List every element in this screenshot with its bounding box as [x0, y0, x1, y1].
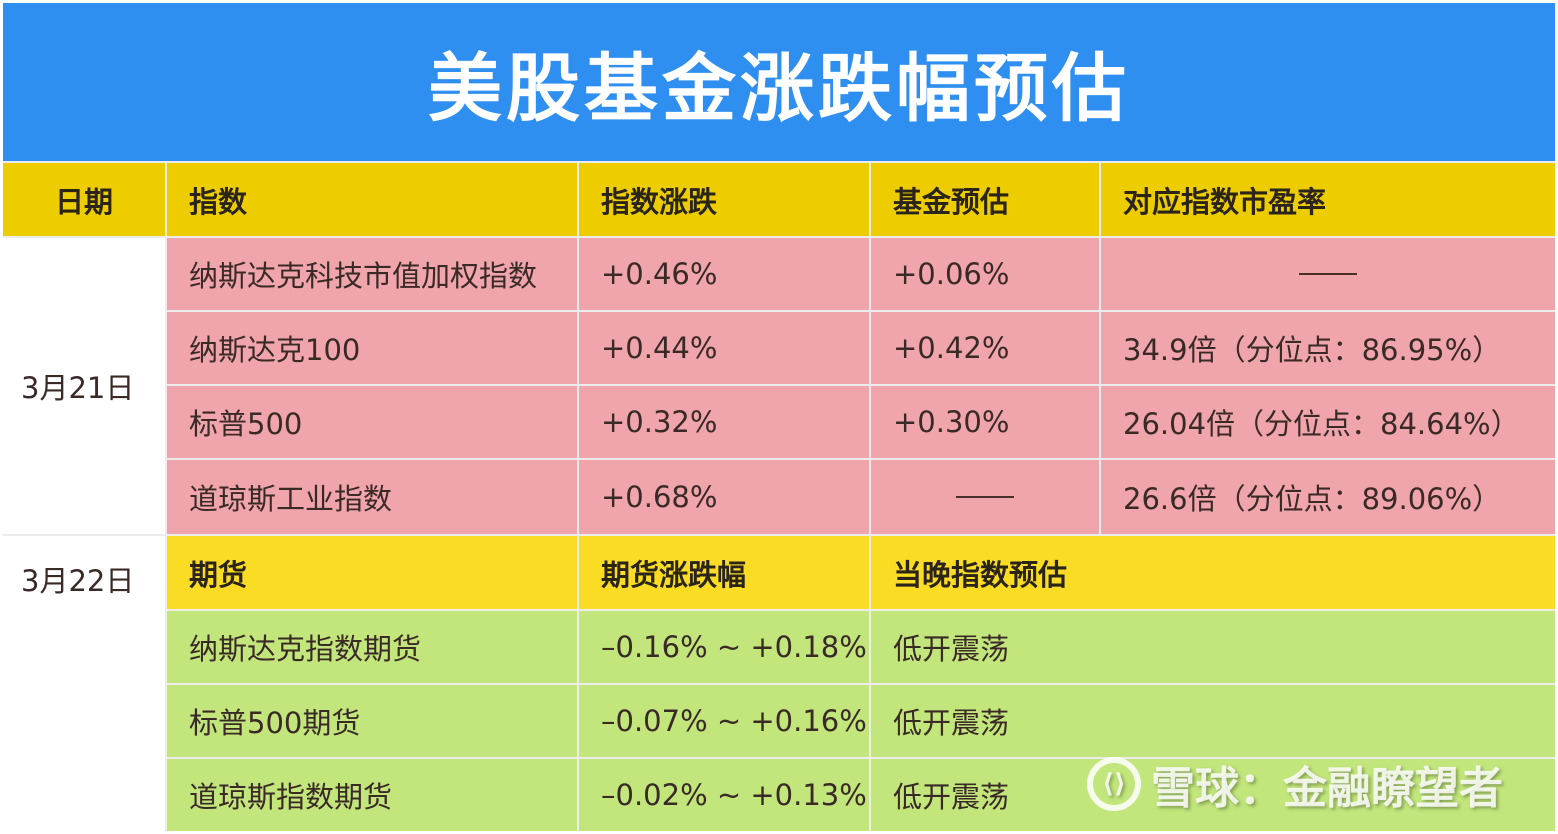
future-name: 标普500期货 [167, 685, 577, 757]
index-change: +0.46% [579, 238, 869, 310]
dash-icon [956, 496, 1014, 498]
fund-estimate: +0.30% [871, 386, 1099, 458]
page-title: 美股基金涨跌幅预估 [428, 45, 1130, 132]
index-change: +0.32% [579, 386, 869, 458]
estimate-table: 美股基金涨跌幅预估 日期 指数 指数涨跌 基金预估 对应指数市盈率 3月21日 … [3, 3, 1555, 831]
header-pe-ratio: 对应指数市盈率 [1101, 163, 1555, 236]
date-cell-2: 3月22日 [3, 536, 165, 831]
header-fund-estimate: 基金预估 [871, 163, 1099, 236]
fund-estimate: +0.42% [871, 312, 1099, 384]
future-range: –0.07% ~ +0.16% [579, 685, 869, 757]
header-index: 指数 [167, 163, 577, 236]
date-cell-1: 3月21日 [3, 238, 165, 534]
index-name: 纳斯达克100 [167, 312, 577, 384]
pe-ratio-empty [1101, 238, 1555, 310]
future-name: 道琼斯指数期货 [167, 759, 577, 831]
header-index-change: 指数涨跌 [579, 163, 869, 236]
night-estimate: 低开震荡 [871, 685, 1555, 757]
night-estimate: 低开震荡 [871, 611, 1555, 683]
pe-ratio: 34.9倍（分位点：86.95%） [1101, 312, 1555, 384]
index-name: 道琼斯工业指数 [167, 460, 577, 534]
watermark: ⟨⟩ 雪球：金融瞭望者 [1087, 752, 1503, 816]
title-banner: 美股基金涨跌幅预估 [3, 3, 1555, 161]
index-change: +0.44% [579, 312, 869, 384]
header-night-estimate: 当晚指数预估 [871, 536, 1555, 609]
index-change: +0.68% [579, 460, 869, 534]
index-name: 纳斯达克科技市值加权指数 [167, 238, 577, 310]
watermark-text: 雪球：金融瞭望者 [1151, 763, 1503, 814]
dash-icon [1299, 273, 1357, 275]
xueqiu-logo-icon: ⟨⟩ [1087, 757, 1141, 811]
header-future-range: 期货涨跌幅 [579, 536, 869, 609]
night-estimate: 低开震荡 [871, 759, 1555, 831]
header-date: 日期 [3, 163, 165, 236]
fund-estimate: +0.06% [871, 238, 1099, 310]
future-range: –0.16% ~ +0.18% [579, 611, 869, 683]
future-name: 纳斯达克指数期货 [167, 611, 577, 683]
pe-ratio: 26.6倍（分位点：89.06%） [1101, 460, 1555, 534]
fund-estimate-empty [871, 460, 1099, 534]
header-future: 期货 [167, 536, 577, 609]
index-name: 标普500 [167, 386, 577, 458]
pe-ratio: 26.04倍（分位点：84.64%） [1101, 386, 1555, 458]
future-range: –0.02% ~ +0.13% [579, 759, 869, 831]
